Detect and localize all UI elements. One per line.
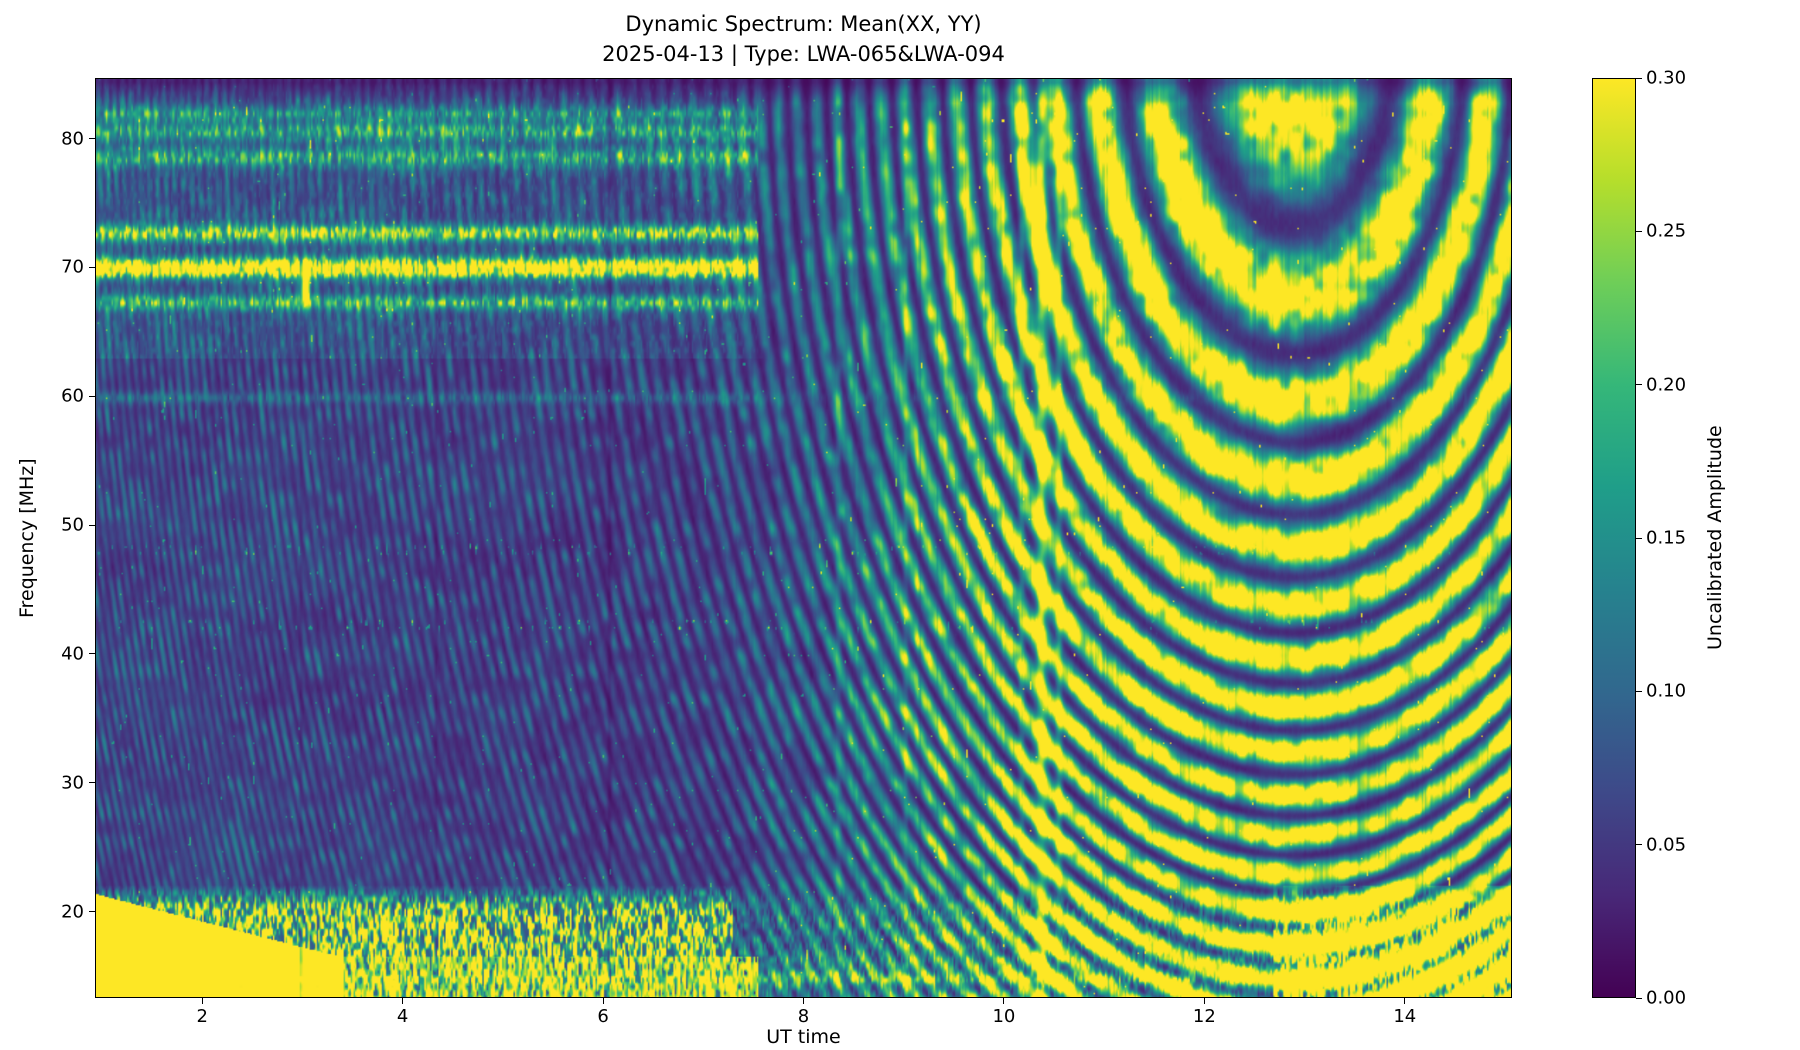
y-tick-label: 50 <box>61 514 84 536</box>
y-tick-mark <box>89 524 95 526</box>
colorbar-tick-label: 0.00 <box>1646 987 1687 1009</box>
y-tick-mark <box>89 911 95 913</box>
colorbar-ticks: 0.00 0.05 0.10 0.15 0.20 0.25 0.30 <box>1636 68 1716 1009</box>
chart-subtitle: 2025-04-13 | Type: LWA-065&LWA-094 <box>602 42 1005 66</box>
y-axis-ticks: 20 30 40 50 60 70 80 <box>0 78 95 998</box>
x-tick-mark <box>803 998 804 1004</box>
colorbar-tick-mark <box>1636 997 1642 999</box>
y-tick-label: 80 <box>61 128 84 150</box>
colorbar-label: Uncalibrated Amplitude <box>1704 425 1726 651</box>
colorbar-tick-mark <box>1636 77 1642 79</box>
colorbar-tick-mark <box>1636 844 1642 846</box>
y-tick-mark <box>89 653 95 655</box>
x-tick-mark <box>1003 998 1005 1004</box>
colorbar <box>1592 78 1636 998</box>
plot-area <box>95 78 1512 998</box>
colorbar-tick-mark <box>1636 690 1642 692</box>
x-tick-mark <box>602 998 604 1004</box>
x-axis-label: UT time <box>766 1026 841 1048</box>
x-tick-mark <box>1404 998 1406 1004</box>
y-tick-mark <box>89 395 95 397</box>
x-tick-label: 6 <box>597 1006 609 1027</box>
y-tick-label: 60 <box>61 385 84 407</box>
colorbar-tick-label: 0.25 <box>1646 220 1687 242</box>
y-tick-label: 20 <box>61 901 84 923</box>
colorbar-tick-label: 0.15 <box>1646 527 1687 549</box>
colorbar-tick-label: 0.05 <box>1646 834 1687 856</box>
x-tick-label: 14 <box>1393 1006 1417 1027</box>
y-tick-mark <box>89 266 95 268</box>
colorbar-tick-label: 0.30 <box>1646 67 1687 89</box>
chart-title: Dynamic Spectrum: Mean(XX, YY) <box>625 12 982 36</box>
y-tick-label: 70 <box>61 256 84 278</box>
x-tick-mark <box>1203 998 1205 1004</box>
colorbar-tick-label: 0.10 <box>1646 680 1687 702</box>
spectrogram-heatmap <box>96 79 1511 997</box>
y-tick-mark <box>89 138 95 140</box>
x-tick-label: 8 <box>797 1006 810 1027</box>
y-tick-label: 40 <box>61 643 84 665</box>
colorbar-tick-label: 0.20 <box>1646 374 1687 396</box>
colorbar-tick-mark <box>1636 230 1642 232</box>
x-tick-mark <box>402 998 404 1004</box>
y-tick-mark <box>89 782 95 784</box>
y-tick-label: 30 <box>61 772 84 794</box>
x-tick-label: 4 <box>396 1006 409 1027</box>
x-tick-label: 10 <box>992 1006 1016 1027</box>
x-axis-ticks: 2 4 6 8 10 12 14 <box>95 998 1512 1032</box>
x-tick-label: 12 <box>1192 1006 1216 1027</box>
colorbar-tick-mark <box>1636 384 1642 386</box>
x-tick-label: 2 <box>196 1006 208 1027</box>
colorbar-tick-mark <box>1636 537 1642 539</box>
x-tick-mark <box>201 998 203 1004</box>
